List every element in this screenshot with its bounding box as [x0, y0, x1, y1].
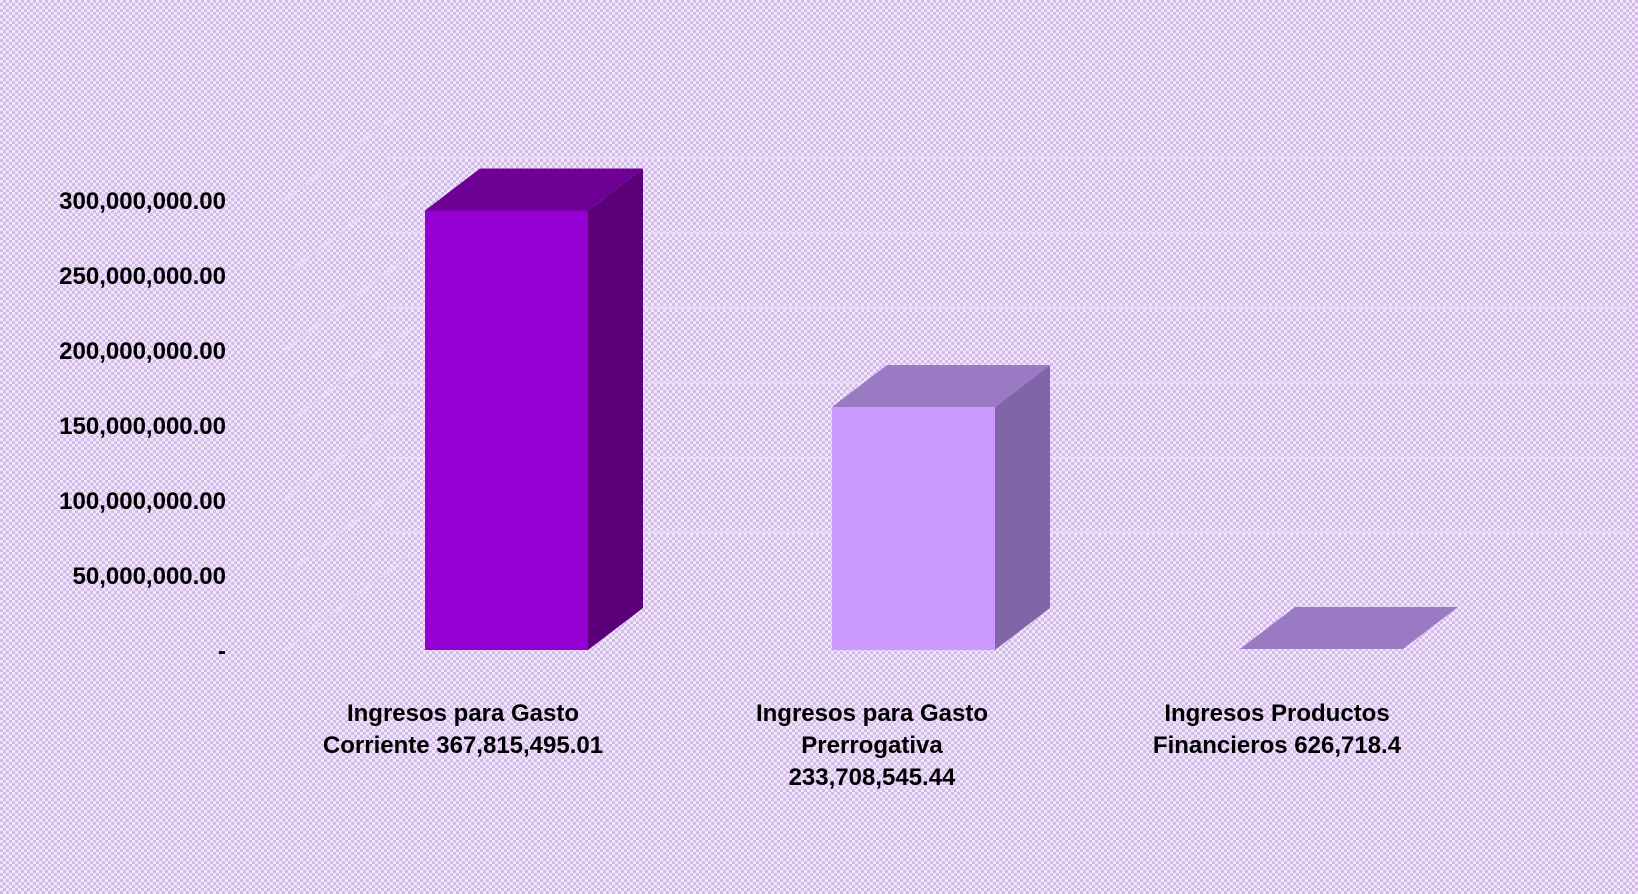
y-tick-label: 100,000,000.00 [59, 488, 226, 515]
bar-top [832, 365, 1050, 407]
y-tick-label: 300,000,000.00 [59, 188, 226, 215]
bar-top [1240, 607, 1458, 650]
x-category-label-line: 233,708,545.44 [788, 764, 956, 791]
wall-diagonal [284, 252, 412, 351]
wall-diagonal [284, 177, 412, 276]
y-tick-label: - [218, 638, 226, 665]
bar [832, 365, 1050, 650]
wall-diagonal [284, 102, 412, 201]
x-category-label-line: Financieros 626,718.4 [1152, 732, 1402, 759]
x-category-label-line: Ingresos para Gasto [346, 700, 580, 727]
bar-top [425, 168, 643, 211]
y-tick-label: 50,000,000.00 [73, 563, 226, 590]
bar-side [995, 365, 1050, 650]
x-category-label: Ingresos Productos Financieros 626,718.4 [1112, 698, 1442, 762]
wall-diagonal [284, 552, 412, 651]
x-category-label: Ingresos para Gasto Corriente 367,815,495… [298, 698, 628, 762]
x-category-label: Ingresos para Gasto Prerrogativa 233,708,5… [707, 698, 1037, 794]
wall-diagonal [284, 477, 412, 576]
bar [425, 168, 643, 650]
y-tick-label: 200,000,000.00 [59, 338, 226, 365]
bars [425, 168, 1458, 650]
wall-diagonal [284, 402, 412, 501]
y-tick-label: 250,000,000.00 [59, 263, 226, 290]
bar-side [588, 168, 643, 650]
x-category-label-line: Prerrogativa [801, 732, 943, 759]
bar-front [425, 210, 588, 650]
bar-front [832, 407, 995, 650]
x-category-label-line: Ingresos para Gasto [755, 700, 989, 727]
y-tick-label: 150,000,000.00 [59, 413, 226, 440]
bar [1240, 607, 1458, 650]
x-category-label-line: Ingresos Productos [1164, 700, 1390, 727]
y-axis-ticks: - 50,000,000.00 100,000,000.00 150,000,000.… [59, 188, 226, 665]
x-category-label-line: Corriente 367,815,495.01 [322, 732, 604, 759]
wall-diagonal [284, 327, 412, 426]
